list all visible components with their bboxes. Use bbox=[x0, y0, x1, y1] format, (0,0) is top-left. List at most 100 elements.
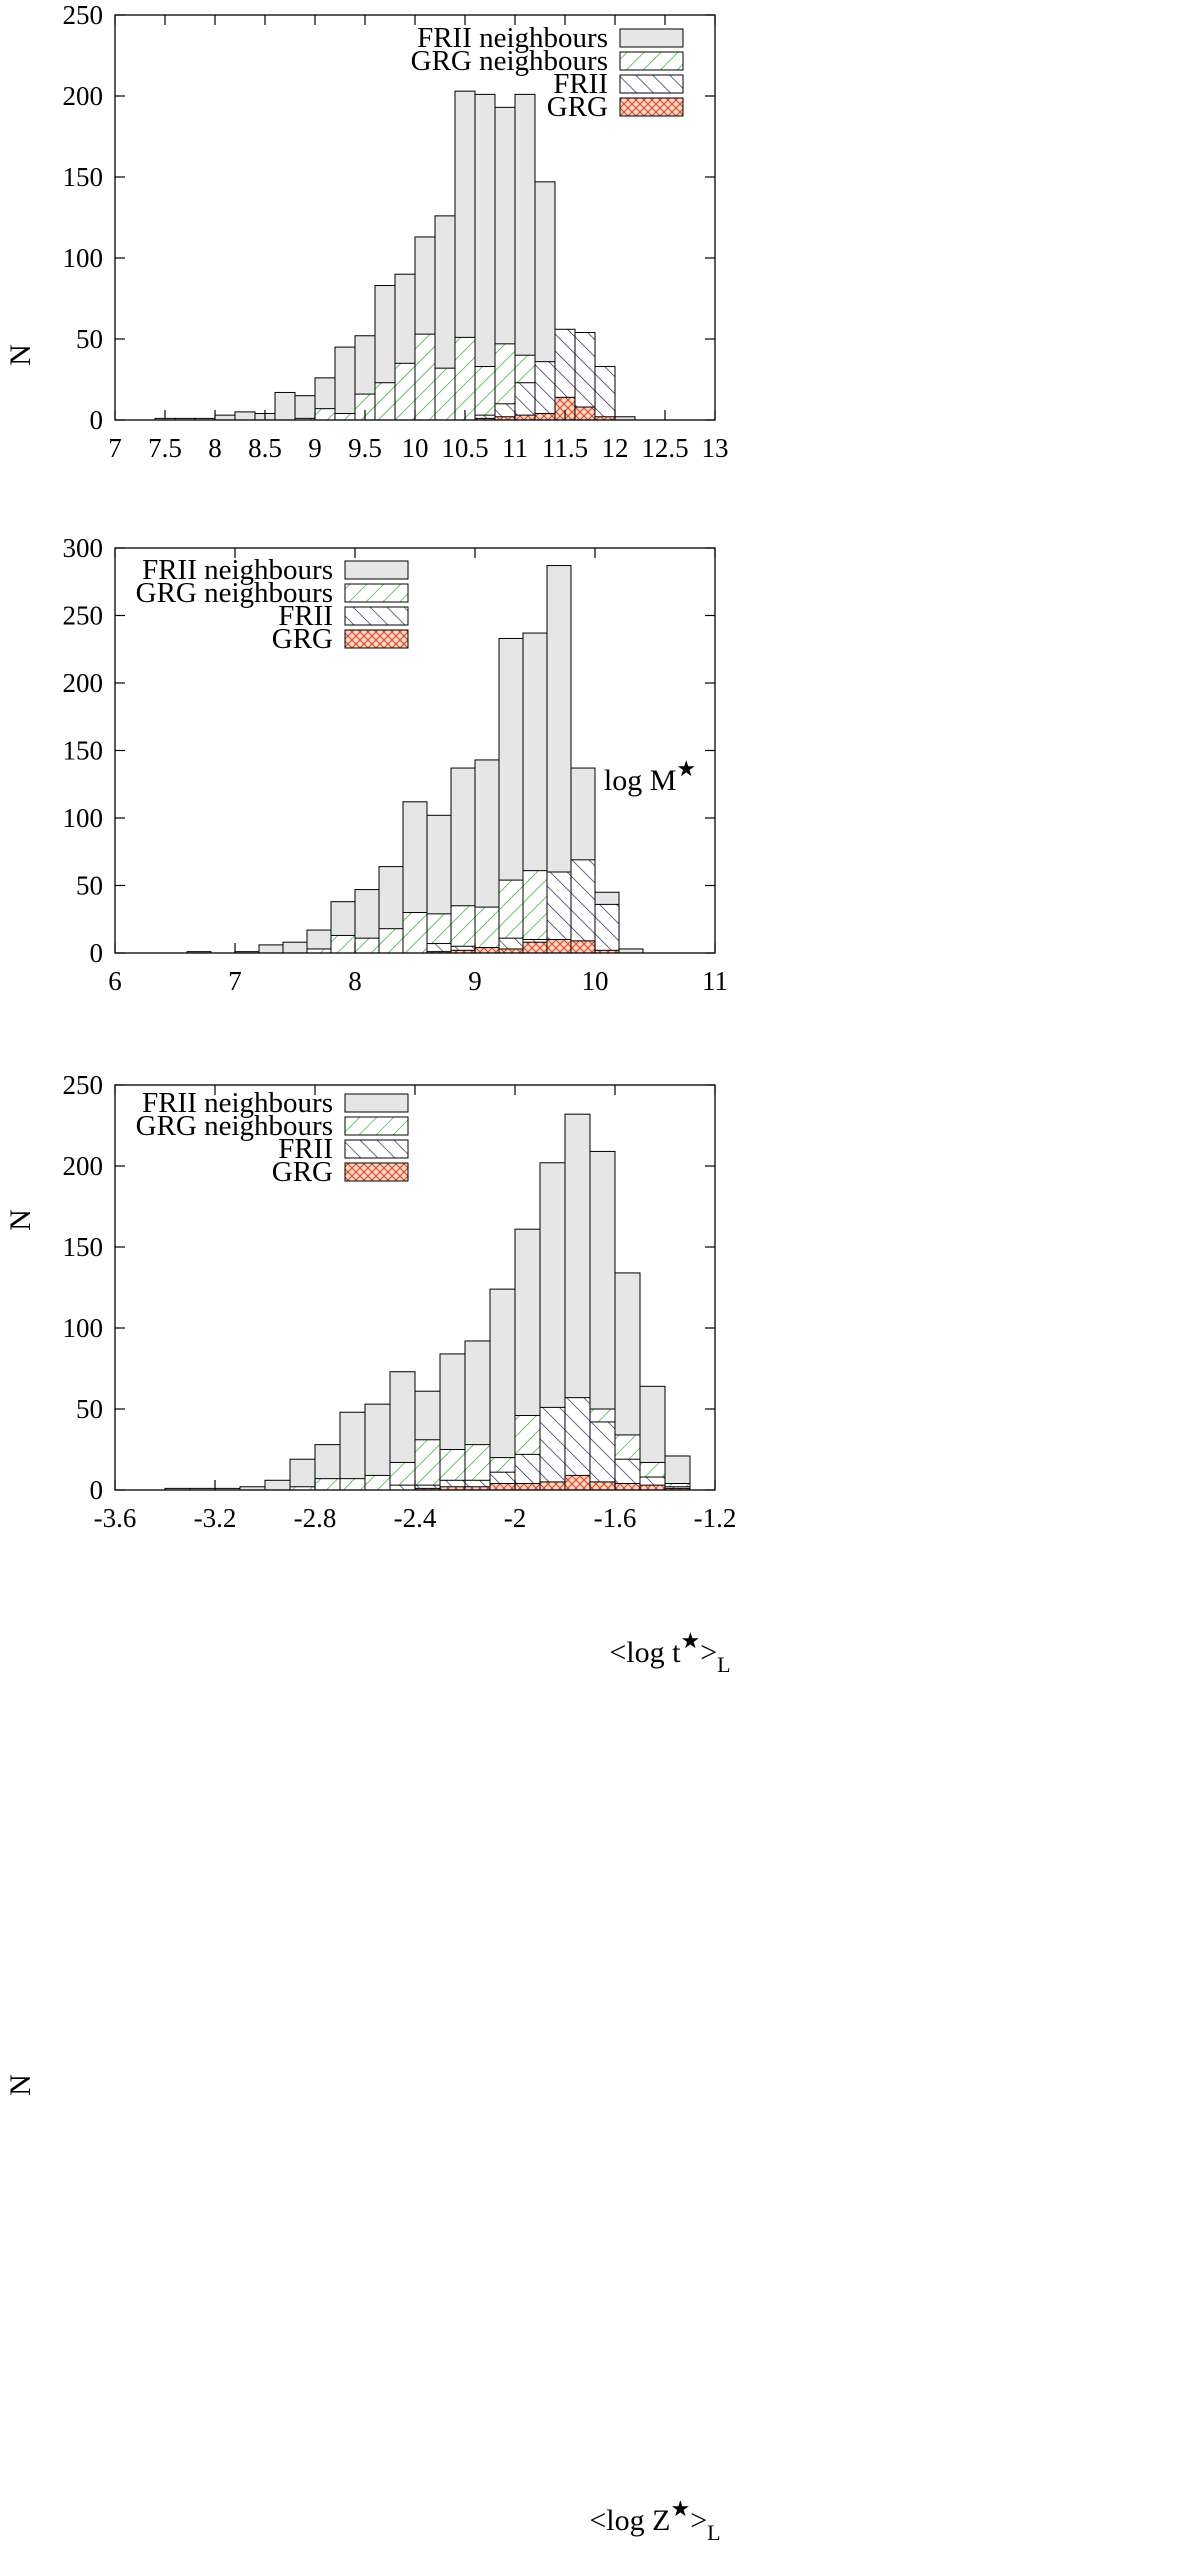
x-tick-label: 11 bbox=[502, 433, 528, 463]
x-tick-label: 7 bbox=[228, 966, 242, 996]
y-tick-label: 50 bbox=[76, 871, 103, 901]
bar-grg-19 bbox=[639, 1484, 666, 1491]
legend-label-grg: GRG bbox=[272, 623, 333, 655]
y-tick-label: 0 bbox=[90, 938, 104, 968]
y-ticks: 0 50 100 150 200 250 bbox=[63, 0, 715, 435]
bar-grg-neighbours-7 bbox=[339, 1478, 366, 1491]
stellar-mass-histogram: N log M★ 7 7.5 8 8.5 9 9.5 10 10.5 11 11.5 12 12.5 1… bbox=[4, 0, 729, 797]
legend-swatch-grg-neighbours bbox=[344, 1116, 409, 1136]
y-axis-label: N bbox=[4, 344, 37, 366]
bar-grg-18 bbox=[614, 1483, 641, 1491]
x-tick-label: -3.6 bbox=[94, 1503, 137, 1533]
bar-frii-neighbours-7 bbox=[339, 1411, 366, 1491]
y-tick-label: 50 bbox=[76, 324, 103, 354]
y-tick-label: 200 bbox=[63, 1151, 104, 1181]
legend-swatch-grg-neighbours bbox=[344, 583, 409, 603]
x-tick-label: 10.5 bbox=[441, 433, 488, 463]
y-ticks: 0 50 100 150 200 250 bbox=[63, 1070, 715, 1505]
y-tick-label: 300 bbox=[63, 533, 104, 563]
bar-grg-neighbours-10 bbox=[414, 1439, 441, 1491]
legend-swatch-frii-neighbours bbox=[344, 1093, 409, 1113]
y-tick-label: 250 bbox=[63, 601, 104, 631]
bar-grg-17 bbox=[522, 941, 548, 954]
x-axis-label: <log t★>L bbox=[609, 1628, 730, 1677]
x-tick-label: 7 bbox=[108, 433, 122, 463]
bar-grg-21 bbox=[574, 406, 596, 421]
bar-frii-18 bbox=[514, 382, 536, 421]
bar-grg-15 bbox=[539, 1481, 566, 1491]
legend-label-frii-neighbours: FRII neighbours bbox=[417, 22, 608, 54]
legend-swatch-frii-neighbours bbox=[344, 560, 409, 580]
bar-frii-15 bbox=[539, 1406, 566, 1491]
y-tick-label: 0 bbox=[90, 405, 104, 435]
bar-grg-17 bbox=[589, 1481, 616, 1491]
bar-frii-neighbours-13 bbox=[489, 1288, 516, 1491]
bar-grg-neighbours-8 bbox=[364, 1474, 391, 1491]
bar-frii-neighbours-7 bbox=[294, 395, 316, 421]
bar-frii-neighbours-7 bbox=[282, 941, 308, 954]
bar-grg-neighbours-15 bbox=[454, 336, 476, 421]
bar-grg-13 bbox=[489, 1483, 516, 1491]
legend-label-grg-neighbours: GRG neighbours bbox=[136, 577, 333, 609]
bar-grg-16 bbox=[564, 1474, 591, 1491]
y-tick-label: 200 bbox=[63, 668, 104, 698]
bar-grg-neighbours-6 bbox=[314, 1478, 341, 1491]
legend-swatch-frii bbox=[344, 1139, 409, 1159]
stellar-age-histogram: N <log t★>L 6 7 8 9 10 11 0 50 100 150 200 250 300 FR… bbox=[4, 533, 731, 1677]
x-tick-label: -1.2 bbox=[694, 1503, 737, 1533]
bars bbox=[186, 565, 644, 954]
x-tick-label: 12 bbox=[602, 433, 629, 463]
y-tick-label: 250 bbox=[63, 1070, 104, 1100]
y-tick-label: 100 bbox=[63, 243, 104, 273]
legend-label-grg: GRG bbox=[547, 91, 608, 123]
bar-grg-14 bbox=[514, 1483, 541, 1491]
bar-grg-15 bbox=[474, 947, 500, 954]
legend-swatch-grg bbox=[344, 629, 409, 649]
y-tick-label: 250 bbox=[63, 0, 104, 30]
legend-swatch-grg bbox=[619, 97, 684, 117]
y-tick-label: 100 bbox=[63, 1313, 104, 1343]
x-tick-label: 11.5 bbox=[542, 433, 588, 463]
bar-grg-neighbours-13 bbox=[414, 333, 436, 421]
bar-grg-neighbours-11 bbox=[374, 382, 396, 421]
legend-swatch-frii bbox=[619, 74, 684, 94]
legend-swatch-frii-neighbours bbox=[619, 28, 684, 48]
x-tick-label: 8 bbox=[208, 433, 222, 463]
y-axis-label: N bbox=[4, 2074, 37, 2096]
bar-frii-17 bbox=[589, 1421, 616, 1491]
y-tick-label: 100 bbox=[63, 803, 104, 833]
x-tick-label: 9 bbox=[468, 966, 482, 996]
legend-swatch-grg bbox=[344, 1162, 409, 1182]
bar-frii-19 bbox=[534, 361, 556, 421]
legend-label-frii: FRII bbox=[278, 600, 333, 632]
x-tick-label: -2 bbox=[504, 1503, 527, 1533]
bar-grg-neighbours-14 bbox=[434, 367, 456, 421]
bar-grg-neighbours-11 bbox=[378, 928, 404, 954]
bar-frii-neighbours-6 bbox=[258, 944, 284, 954]
metallicity-histogram: N <log Z★>L -3.6 -3.2 -2.8 -2.4 -2 -1.6 -1.2 0 5… bbox=[4, 1070, 736, 2545]
y-tick-label: 150 bbox=[63, 1232, 104, 1262]
bar-grg-neighbours-8 bbox=[314, 408, 336, 421]
bar-frii-neighbours-9 bbox=[334, 346, 356, 421]
bar-grg-18 bbox=[546, 939, 572, 954]
bar-grg-18 bbox=[514, 414, 536, 421]
bar-frii-neighbours-6 bbox=[274, 391, 296, 421]
legend-label-grg-neighbours: GRG neighbours bbox=[411, 45, 608, 77]
bar-frii-19 bbox=[570, 859, 596, 954]
bar-grg-neighbours-16 bbox=[474, 366, 496, 421]
bar-grg-neighbours-9 bbox=[334, 413, 356, 421]
y-axis-label: N bbox=[4, 1209, 37, 1231]
bars bbox=[154, 90, 636, 421]
legend-swatch-frii bbox=[344, 606, 409, 626]
bars bbox=[164, 1113, 691, 1491]
bar-grg-neighbours-12 bbox=[394, 362, 416, 421]
x-tick-label: -1.6 bbox=[594, 1503, 637, 1533]
x-tick-label: 12.5 bbox=[641, 433, 688, 463]
x-tick-label: 8.5 bbox=[248, 433, 282, 463]
bar-frii-neighbours-3 bbox=[214, 414, 236, 421]
x-tick-label: 9.5 bbox=[348, 433, 382, 463]
